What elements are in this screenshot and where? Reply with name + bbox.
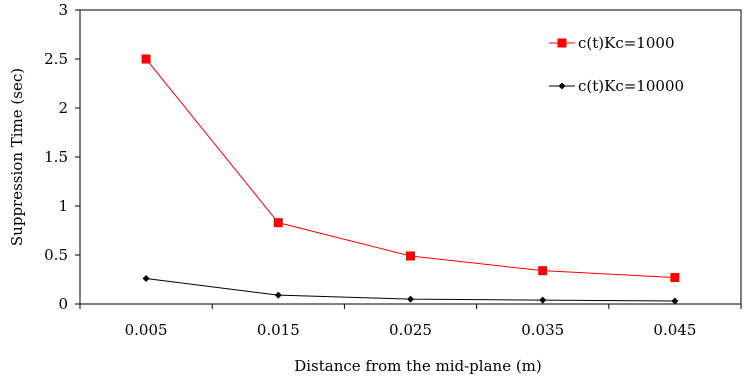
x-axis-title: Distance from the mid-plane (m) xyxy=(294,357,542,375)
x-tick-label: 0.035 xyxy=(521,321,564,339)
x-tick-label: 0.045 xyxy=(653,321,696,339)
y-axis-ticks: 0 0.5 1 1.5 2 2.5 3 xyxy=(44,1,80,313)
x-tick-label: 0.015 xyxy=(257,321,300,339)
y-tick-label: 0 xyxy=(58,295,68,313)
data-point xyxy=(274,291,282,299)
data-point xyxy=(142,275,150,283)
legend: c(t)Kc=1000 c(t)Kc=10000 xyxy=(549,34,684,95)
data-point xyxy=(538,266,548,276)
legend-label: c(t)Kc=10000 xyxy=(578,77,684,95)
data-point xyxy=(406,251,415,261)
data-point xyxy=(407,295,414,303)
legend-label: c(t)Kc=1000 xyxy=(578,34,674,52)
series-1 xyxy=(141,54,680,283)
x-tick-label: 0.005 xyxy=(125,321,168,339)
series-2 xyxy=(142,275,679,305)
data-point xyxy=(539,296,547,304)
legend-marker xyxy=(557,38,567,48)
legend-item-1: c(t)Kc=1000 xyxy=(549,34,674,52)
x-axis-ticks: 0.005 0.015 0.025 0.035 0.045 xyxy=(79,304,742,339)
y-tick-label: 0.5 xyxy=(44,246,68,264)
data-point xyxy=(671,297,679,305)
series-group xyxy=(141,54,680,305)
data-point xyxy=(670,273,680,283)
data-point xyxy=(273,218,283,228)
y-axis-title: Suppression Time (sec) xyxy=(8,68,26,246)
legend-marker xyxy=(558,82,566,90)
y-tick-label: 1 xyxy=(58,197,68,215)
x-tick-label: 0.025 xyxy=(389,321,432,339)
y-tick-label: 1.5 xyxy=(44,148,68,166)
legend-item-2: c(t)Kc=10000 xyxy=(549,77,684,95)
y-tick-label: 3 xyxy=(58,1,68,19)
y-tick-label: 2.5 xyxy=(44,50,68,68)
data-point xyxy=(141,54,151,64)
y-tick-label: 2 xyxy=(58,99,68,117)
